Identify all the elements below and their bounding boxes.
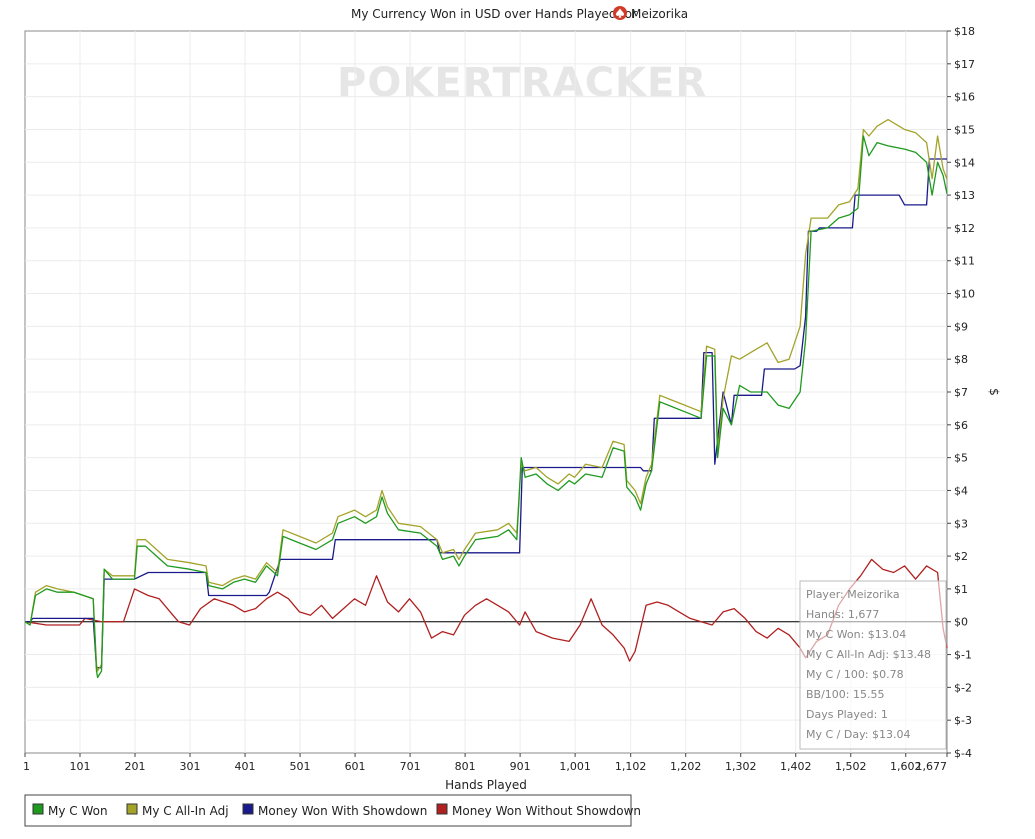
y-tick-label: $9 (954, 320, 968, 333)
y-tick-label: $15 (954, 123, 975, 136)
x-tick-label: 1,677 (916, 760, 948, 773)
y-tick-label: $10 (954, 288, 975, 301)
x-tick-label: 901 (510, 760, 531, 773)
y-tick-label: $17 (954, 58, 975, 71)
x-tick-label: 101 (70, 760, 91, 773)
y-tick-label: $12 (954, 222, 975, 235)
y-tick-label: $4 (954, 484, 968, 497)
tooltip-line: My C All-In Adj: $13.48 (806, 648, 931, 661)
tooltip-line: My C / Day: $13.04 (806, 728, 911, 741)
tooltip-line: My C / 100: $0.78 (806, 668, 904, 681)
legend: My C Won My C All-In Adj Money Won With … (24, 794, 641, 827)
legend-swatch (126, 803, 138, 815)
tooltip-line: My C Won: $13.04 (806, 628, 906, 641)
legend-swatch (436, 803, 448, 815)
watermark-logo: POKERTRACKER (337, 60, 707, 106)
tooltip-line: Player: Meizorika (806, 588, 900, 601)
y-tick-label: $8 (954, 353, 968, 366)
x-tick-label: 1 (23, 760, 30, 773)
legend-item-my-c-all-in-adj[interactable]: My C All-In Adj (126, 803, 229, 818)
x-tick-label: 401 (235, 760, 256, 773)
x-tick-label: 1,001 (559, 760, 591, 773)
legend-label: My C All-In Adj (142, 804, 229, 818)
y-tick-label: $18 (954, 25, 975, 38)
tooltip-box (799, 580, 947, 750)
series-line-my-c-won (24, 135, 948, 679)
y-tick-label: $11 (954, 255, 975, 268)
chart-title-text: My Currency Won in USD over Hands Played… (351, 7, 637, 21)
legend-box (24, 794, 632, 827)
summary-tooltip: Player: Meizorika Hands: 1,677 My C Won:… (799, 580, 947, 750)
x-tick-label: 301 (180, 760, 201, 773)
x-tick-label: 201 (125, 760, 146, 773)
tooltip-line: BB/100: 15.55 (806, 688, 885, 701)
y-tick-label: $16 (954, 91, 975, 104)
gridlines (25, 31, 947, 753)
x-axis: 1 101 201 301 401 501 601 701 801 901 1,001 1,102 1,… (23, 753, 948, 773)
chart-title: My Currency Won in USD over Hands Played… (351, 6, 688, 21)
y-axis-title: $ (987, 388, 1001, 396)
legend-label: My C Won (48, 804, 108, 818)
chart-title-player: Meizorika (631, 7, 688, 21)
x-tick-label: 1,302 (725, 760, 757, 773)
y-tick-label: $1 (954, 583, 968, 596)
y-tick-label: $-3 (954, 714, 972, 727)
legend-item-money-won-with-showdown[interactable]: Money Won With Showdown (242, 803, 427, 818)
x-axis-title: Hands Played (445, 778, 527, 792)
x-tick-label: 501 (290, 760, 311, 773)
x-tick-label: 801 (455, 760, 476, 773)
y-tick-label: $5 (954, 452, 968, 465)
legend-swatch (32, 803, 44, 815)
y-tick-label: $2 (954, 550, 968, 563)
legend-label: Money Won With Showdown (258, 804, 427, 818)
x-tick-label: 1,202 (670, 760, 702, 773)
legend-item-my-c-won[interactable]: My C Won (32, 803, 108, 818)
legend-swatch (242, 803, 254, 815)
spade-icon (613, 6, 627, 20)
y-tick-label: $-2 (954, 681, 972, 694)
x-tick-label: 1,402 (780, 760, 812, 773)
x-tick-label: 1,102 (615, 760, 647, 773)
legend-label: Money Won Without Showdown (452, 804, 641, 818)
x-tick-label: 701 (400, 760, 421, 773)
y-tick-label: $7 (954, 386, 968, 399)
y-tick-label: $-4 (954, 747, 972, 760)
y-tick-label: $-1 (954, 649, 972, 662)
y-tick-label: $0 (954, 616, 968, 629)
y-tick-label: $14 (954, 156, 975, 169)
y-axis: $18 $17 $16 $15 $14 $13 $12 $11 $10 $9 $8 $7 $6 $5 $4 $… (947, 25, 975, 760)
tooltip-line: Hands: 1,677 (806, 608, 879, 621)
legend-item-money-won-without-showdown[interactable]: Money Won Without Showdown (436, 803, 641, 818)
y-tick-label: $6 (954, 419, 968, 432)
x-tick-label: 601 (345, 760, 366, 773)
y-tick-label: $13 (954, 189, 975, 202)
tooltip-line: Days Played: 1 (806, 708, 888, 721)
x-tick-label: 1,502 (835, 760, 867, 773)
y-tick-label: $3 (954, 517, 968, 530)
x-tick-label: 1,602 (890, 760, 922, 773)
